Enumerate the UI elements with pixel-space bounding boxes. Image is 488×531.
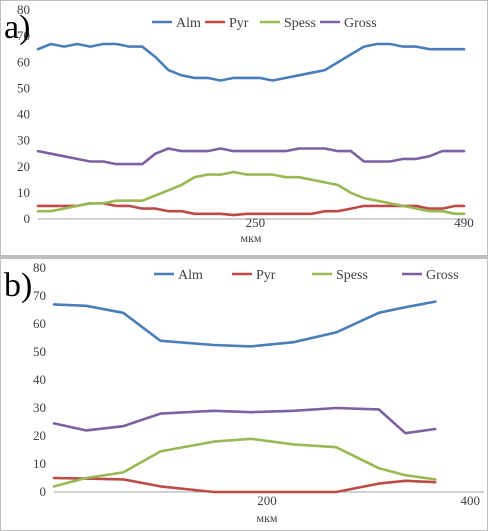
legend-label-pyr: Pyr: [256, 268, 276, 283]
y-tick-label: 50: [17, 80, 30, 95]
legend-label-spess: Spess: [284, 16, 316, 31]
series-line-alm: [36, 42, 466, 82]
x-tick-label: 400: [461, 493, 481, 508]
series-line-gross: [52, 406, 437, 435]
panel-divider: [0, 256, 488, 258]
legend-label-spess: Spess: [336, 268, 368, 283]
y-tick-label: 30: [17, 133, 30, 148]
y-tick-label: 30: [33, 400, 46, 415]
panel-label-b: b): [4, 267, 32, 304]
y-tick-label: 70: [33, 288, 46, 303]
y-tick-label: 50: [33, 344, 46, 359]
y-tick-label: 80: [33, 260, 46, 275]
legend-label-gross: Gross: [426, 268, 459, 283]
y-tick-label: 10: [33, 456, 46, 471]
series-line-alm: [52, 300, 437, 348]
series-line-gross: [36, 147, 466, 166]
y-tick-label: 10: [17, 185, 30, 200]
x-axis-label: мкм: [256, 511, 277, 525]
chart-b: 0 10 20 30 40 50 60 70 80 200 400 мкм Alm Pyr Spess Gro…: [4, 260, 484, 525]
chart-a: 0 10 20 30 40 50 60 70 80 250 490 мкм Alm Pyr Spess Gro…: [4, 2, 474, 245]
y-tick-label: 40: [17, 107, 30, 122]
y-tick-label: 0: [40, 484, 47, 499]
legend-label-alm: Alm: [176, 16, 201, 31]
legend-label-alm: Alm: [178, 268, 203, 283]
y-tick-label: 70: [17, 28, 30, 43]
legend-label-pyr: Pyr: [229, 16, 249, 31]
x-tick-label: 490: [454, 215, 474, 230]
panel-label-a: a): [4, 9, 30, 46]
y-tick-label: 20: [33, 428, 46, 443]
y-tick-label: 60: [17, 54, 30, 69]
series-line-spess: [36, 170, 466, 216]
y-tick-label: 20: [17, 159, 30, 174]
y-tick-label: 60: [33, 316, 46, 331]
y-tick-label: 0: [24, 211, 31, 226]
series-line-spess: [52, 437, 437, 488]
y-tick-label: 80: [17, 2, 30, 17]
x-tick-label: 200: [257, 493, 277, 508]
x-axis-label: мкм: [240, 231, 261, 245]
y-tick-label: 40: [33, 372, 46, 387]
x-tick-label: 250: [246, 215, 266, 230]
series-line-pyr: [52, 476, 437, 494]
legend-label-gross: Gross: [344, 16, 377, 31]
